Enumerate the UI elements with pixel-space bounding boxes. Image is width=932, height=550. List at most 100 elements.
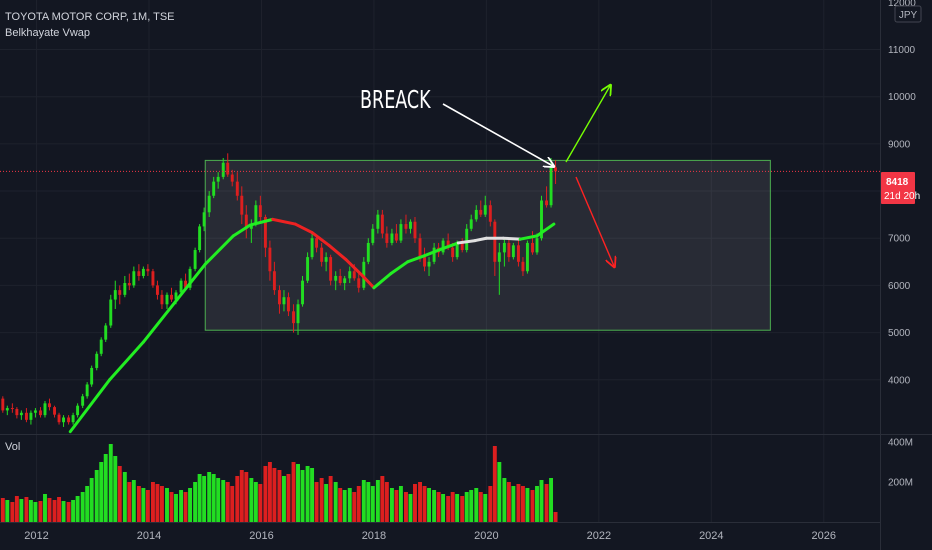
time-tick-label: 2026 <box>812 530 836 542</box>
volume-bar <box>202 476 207 522</box>
candle-body <box>320 247 324 262</box>
vwap-segment <box>141 298 179 344</box>
volume-bar <box>43 494 47 522</box>
volume-bar <box>464 492 469 522</box>
candle-body <box>254 205 258 225</box>
volume-bar <box>305 466 310 522</box>
candle-body <box>465 228 469 251</box>
candle-body <box>221 162 225 177</box>
candle-body <box>33 410 37 413</box>
volume-bar <box>179 490 184 522</box>
candle-body <box>474 209 478 220</box>
volume-bar <box>535 486 539 522</box>
volume-bar <box>525 488 530 522</box>
candle-body <box>525 242 529 272</box>
volume-bar <box>94 470 99 522</box>
volume-bar <box>122 472 127 522</box>
candle-body <box>132 271 136 286</box>
candle-body <box>53 407 57 415</box>
volume-bar <box>436 492 441 522</box>
up-target-arrow[interactable] <box>565 86 610 163</box>
vwap-segment <box>361 274 376 290</box>
volume-bar <box>131 480 136 522</box>
candle-body <box>95 353 99 368</box>
volume-bar <box>506 482 511 522</box>
vwap-segment <box>175 262 207 302</box>
volume-bar <box>483 494 488 522</box>
volume-bar <box>422 486 427 522</box>
candle-body <box>507 242 511 258</box>
candle-body <box>394 233 398 241</box>
candle-body <box>549 167 553 206</box>
bar-countdown: 21d 20h <box>884 191 920 202</box>
vwap-segment <box>68 378 112 434</box>
volume-legend[interactable]: Vol <box>5 441 21 453</box>
vwap-segment <box>518 234 539 241</box>
volume-bar <box>244 472 249 522</box>
volume-bar <box>296 464 300 522</box>
volume-bar <box>281 476 286 522</box>
candle-body <box>230 174 234 182</box>
candle-body <box>24 412 28 420</box>
volume-bar <box>455 494 460 522</box>
time-tick-label: 2020 <box>474 530 498 542</box>
candle-body <box>380 214 384 234</box>
volume-bar <box>14 496 19 522</box>
breack-annotation[interactable]: BREACK <box>360 86 431 115</box>
vwap-segment <box>406 254 427 264</box>
volume-bar <box>57 497 62 522</box>
volume-bar <box>286 474 291 522</box>
vwap-segment <box>271 217 297 226</box>
candle-body <box>352 271 356 279</box>
volume-bar <box>492 446 497 522</box>
volume-bar <box>314 482 319 522</box>
volume-tick-label: 400M <box>888 438 913 449</box>
volume-bar <box>418 482 423 522</box>
volume-bar <box>145 490 150 522</box>
candle-body <box>540 200 543 239</box>
volume-bar <box>127 482 132 522</box>
candle-body <box>235 181 239 196</box>
volume-bar <box>413 484 417 522</box>
volume-bar <box>155 484 160 522</box>
volume-bar <box>380 476 385 522</box>
time-tick-label: 2018 <box>362 530 386 542</box>
candle-body <box>29 412 33 420</box>
volume-bar <box>375 480 380 522</box>
candle-body <box>511 245 515 258</box>
breack-arrow[interactable] <box>442 103 553 166</box>
candle-body <box>446 240 450 248</box>
candle-body <box>334 275 338 281</box>
candle-body <box>301 280 304 305</box>
currency-button[interactable]: JPY <box>894 5 922 23</box>
down-target-arrow[interactable] <box>575 176 614 266</box>
candle-body <box>216 176 220 182</box>
candle-body <box>366 242 370 262</box>
candle-body <box>81 396 85 406</box>
range-box <box>204 159 771 331</box>
candle-body <box>137 271 141 276</box>
candle-body <box>85 384 89 397</box>
price-tick-label: 5000 <box>888 328 911 339</box>
volume-bar <box>230 486 235 522</box>
candle-body <box>99 339 103 354</box>
time-axis[interactable]: 2012 2014 2016 2018 2020 2022 2024 2026 <box>24 530 836 542</box>
volume-bar <box>239 470 244 522</box>
volume-bar <box>197 474 202 522</box>
candle-body <box>202 212 206 227</box>
indicator-legend[interactable]: Belkhayate Vwap <box>5 27 90 39</box>
volume-bar <box>207 472 212 522</box>
candle-body <box>493 221 497 262</box>
volume-bar <box>502 478 507 522</box>
vwap-segment <box>293 222 314 235</box>
candle-body <box>390 233 394 243</box>
symbol-title[interactable]: TOYOTA MOTOR CORP, 1M, TSE <box>5 11 175 23</box>
vwap-segment <box>439 241 460 251</box>
price-tick-label: 12000 <box>888 0 916 9</box>
candle-body <box>362 261 366 288</box>
candle-body <box>306 257 310 281</box>
volume-bar <box>516 484 521 522</box>
candle-body <box>179 280 183 293</box>
